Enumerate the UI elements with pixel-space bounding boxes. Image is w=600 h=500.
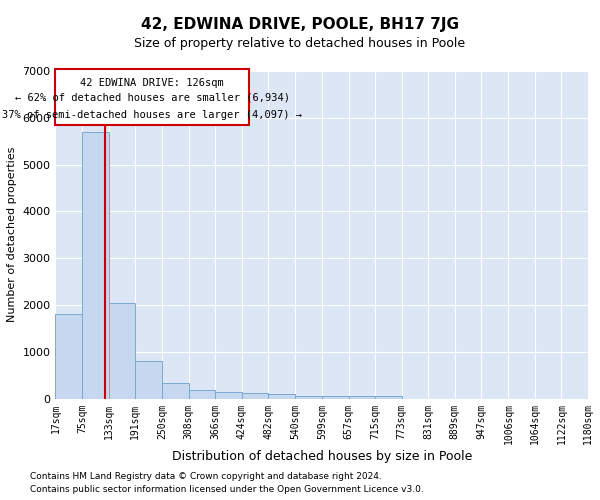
Bar [82,132,109,398]
Bar [295,396,322,398]
Text: 42 EDWINA DRIVE: 126sqm: 42 EDWINA DRIVE: 126sqm [80,78,224,88]
Text: Contains HM Land Registry data © Crown copyright and database right 2024.: Contains HM Land Registry data © Crown c… [30,472,382,481]
Bar [242,394,268,398]
Bar [109,302,135,398]
Text: 42, EDWINA DRIVE, POOLE, BH17 7JG: 42, EDWINA DRIVE, POOLE, BH17 7JG [141,18,459,32]
Bar [162,383,189,398]
Bar [215,392,242,398]
Bar [268,394,295,398]
Text: ← 62% of detached houses are smaller (6,934): ← 62% of detached houses are smaller (6,… [15,92,290,102]
Bar [349,396,375,398]
Text: Size of property relative to detached houses in Poole: Size of property relative to detached ho… [134,38,466,51]
Bar [55,314,82,398]
Y-axis label: Number of detached properties: Number of detached properties [7,147,17,322]
X-axis label: Distribution of detached houses by size in Poole: Distribution of detached houses by size … [172,450,472,463]
Bar [135,361,162,399]
Text: Contains public sector information licensed under the Open Government Licence v3: Contains public sector information licen… [30,485,424,494]
Bar [189,390,215,398]
Text: 37% of semi-detached houses are larger (4,097) →: 37% of semi-detached houses are larger (… [2,110,302,120]
Bar [375,396,401,398]
Bar [322,396,349,398]
Bar [55,68,249,125]
